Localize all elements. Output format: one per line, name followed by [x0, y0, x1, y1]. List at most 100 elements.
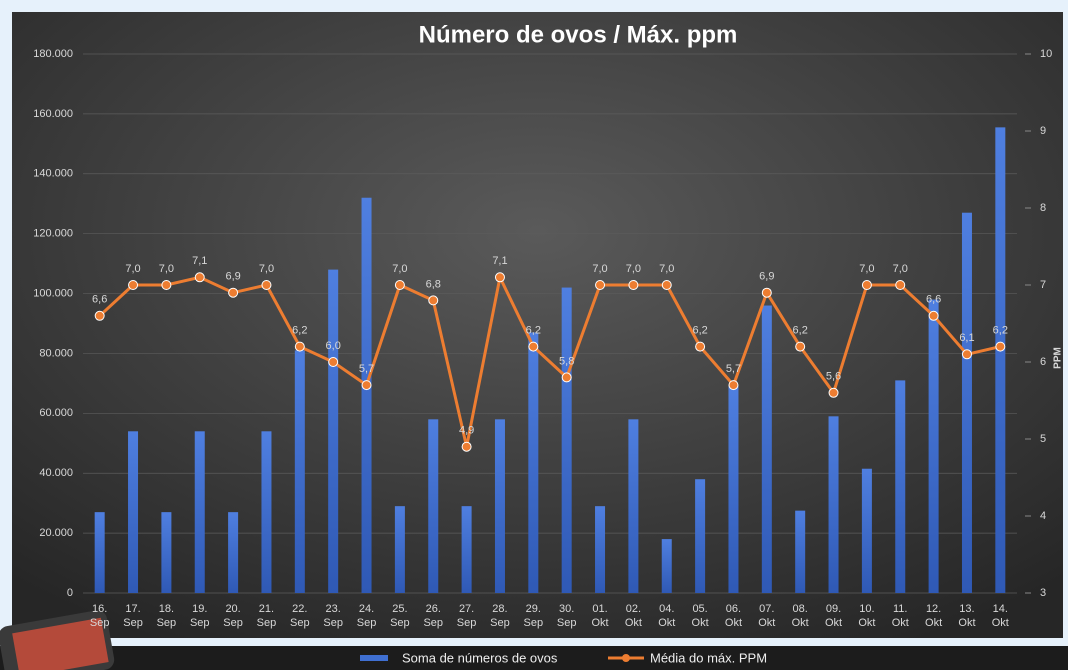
line-point [896, 281, 905, 290]
bar [428, 419, 438, 593]
x-tick-label: 30. Sep [552, 602, 582, 630]
bar [295, 350, 305, 593]
data-label: 6,2 [993, 325, 1008, 337]
bar [962, 213, 972, 593]
x-tick-label: 29. Sep [518, 602, 548, 630]
bar [228, 512, 238, 593]
x-tick-label: 13. Okt [952, 602, 982, 630]
line-point [129, 281, 138, 290]
bar [195, 431, 205, 593]
chart: Número de ovos / Máx. ppm PPM 020.00040.… [0, 0, 1068, 670]
line-point [862, 281, 871, 290]
bar [895, 380, 905, 593]
data-label: 7,0 [859, 263, 874, 275]
y-tick-label: 80.000 [39, 347, 73, 359]
data-label: 7,0 [259, 263, 274, 275]
line-point [362, 381, 371, 390]
bar [95, 512, 105, 593]
bar [462, 506, 472, 593]
x-tick-label: 25. Sep [385, 602, 415, 630]
data-label: 7,0 [626, 263, 641, 275]
bar [328, 270, 338, 593]
bar [128, 431, 138, 593]
data-label: 5,7 [726, 363, 741, 375]
legend-label: Média do máx. PPM [650, 650, 767, 665]
data-label: 7,0 [125, 263, 140, 275]
data-label: 6,6 [92, 294, 107, 306]
data-label: 7,1 [492, 255, 507, 267]
line-point [996, 342, 1005, 351]
bar [829, 416, 839, 593]
x-tick-label: 16. Sep [85, 602, 115, 630]
y2-tick-label: 6 [1040, 356, 1046, 368]
y2-axis-title: PPM [1053, 347, 1064, 369]
data-label: 4,9 [459, 425, 474, 437]
bar [762, 306, 772, 593]
data-label: 5,7 [359, 363, 374, 375]
line-point [962, 350, 971, 359]
line-point [495, 273, 504, 282]
data-label: 6,0 [326, 340, 341, 352]
line-point [295, 342, 304, 351]
y2-tick-label: 4 [1040, 510, 1046, 522]
data-label: 6,9 [759, 271, 774, 283]
bar [362, 198, 372, 593]
x-tick-label: 05. Okt [685, 602, 715, 630]
bar [595, 506, 605, 593]
line-point [429, 296, 438, 305]
bar [528, 332, 538, 593]
y-tick-label: 120.000 [33, 228, 73, 240]
page: Número de ovos / Máx. ppm PPM 020.00040.… [0, 0, 1068, 670]
bar [862, 469, 872, 593]
y-tick-label: 20.000 [39, 527, 73, 539]
data-label: 7,0 [392, 263, 407, 275]
y-tick-label: 160.000 [33, 108, 73, 120]
x-tick-label: 20. Sep [218, 602, 248, 630]
data-label: 7,0 [592, 263, 607, 275]
data-label: 6,6 [926, 294, 941, 306]
data-label: 6,2 [526, 325, 541, 337]
line-point [462, 442, 471, 451]
x-tick-label: 10. Okt [852, 602, 882, 630]
y-tick-label: 0 [67, 587, 73, 599]
line-point [829, 388, 838, 397]
data-label: 5,6 [826, 371, 841, 383]
line-point [262, 281, 271, 290]
line-point [229, 288, 238, 297]
x-tick-label: 08. Okt [785, 602, 815, 630]
bar [261, 431, 271, 593]
bar [995, 127, 1005, 593]
y2-tick-label: 9 [1040, 125, 1046, 137]
legend-label: Soma de números de ovos [402, 650, 558, 665]
data-label: 7,0 [893, 263, 908, 275]
data-label: 7,0 [659, 263, 674, 275]
y-tick-label: 140.000 [33, 168, 73, 180]
x-tick-label: 04. Okt [652, 602, 682, 630]
y2-tick-label: 8 [1040, 202, 1046, 214]
x-tick-label: 27. Sep [452, 602, 482, 630]
x-tick-label: 23. Sep [318, 602, 348, 630]
x-tick-label: 11. Okt [885, 602, 915, 630]
x-tick-label: 01. Okt [585, 602, 615, 630]
bar [929, 300, 939, 593]
bar [395, 506, 405, 593]
line-point [562, 373, 571, 382]
chart-title: Número de ovos / Máx. ppm [419, 21, 738, 48]
y2-tick-label: 5 [1040, 433, 1046, 445]
line-point [195, 273, 204, 282]
legend-swatch [360, 655, 388, 661]
data-label: 5,8 [559, 355, 574, 367]
line-point [662, 281, 671, 290]
line-point [529, 342, 538, 351]
bar [728, 386, 738, 593]
x-tick-label: 28. Sep [485, 602, 515, 630]
y-tick-label: 100.000 [33, 287, 73, 299]
line-point [729, 381, 738, 390]
x-tick-label: 14. Okt [985, 602, 1015, 630]
data-label: 6,2 [692, 325, 707, 337]
data-label: 6,1 [959, 332, 974, 344]
line-point [696, 342, 705, 351]
bar [695, 479, 705, 593]
data-label: 6,2 [292, 325, 307, 337]
x-tick-label: 06. Okt [718, 602, 748, 630]
